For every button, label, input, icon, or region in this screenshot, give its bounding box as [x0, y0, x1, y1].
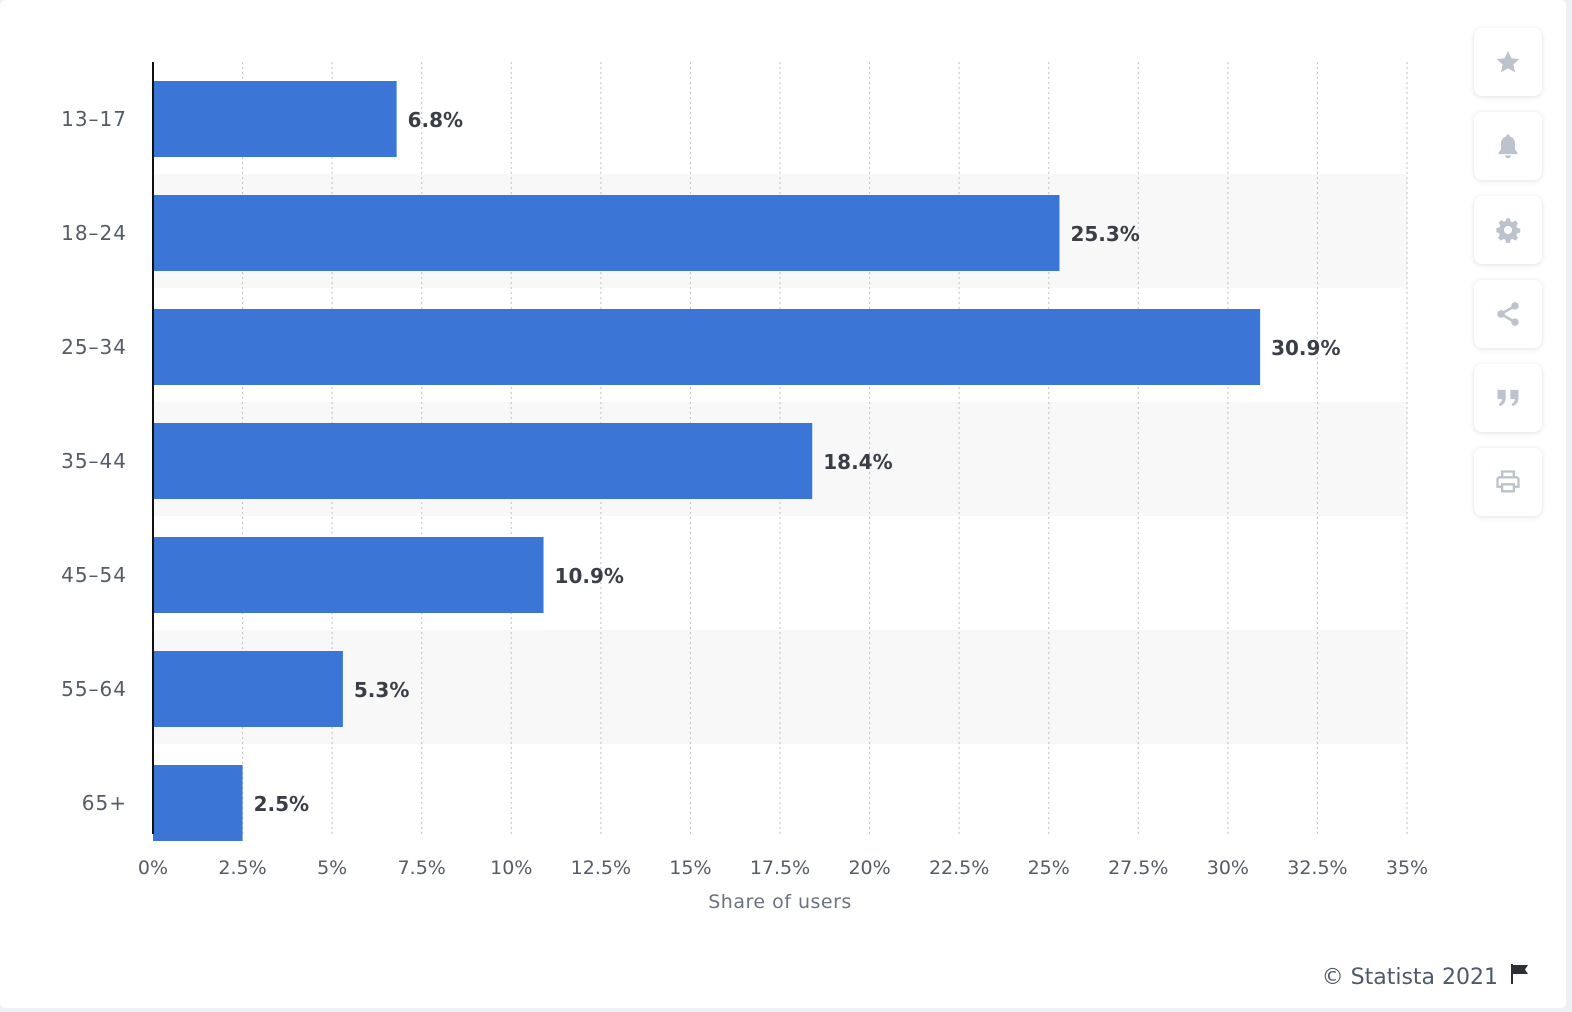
- share-icon: [1494, 300, 1522, 328]
- x-tick-label: 25%: [1028, 857, 1070, 879]
- x-tick-label: 15%: [669, 857, 711, 879]
- category-label: 65+: [82, 791, 127, 815]
- bar[interactable]: [153, 765, 243, 841]
- category-label: 45–54: [61, 563, 127, 587]
- star-icon: [1494, 48, 1522, 76]
- bell-icon: [1494, 132, 1522, 160]
- bar[interactable]: [153, 537, 544, 613]
- x-tick-label: 32.5%: [1287, 857, 1347, 879]
- value-label: 6.8%: [408, 108, 463, 132]
- category-label: 35–44: [61, 449, 127, 473]
- value-label: 18.4%: [823, 450, 892, 474]
- x-tick-label: 27.5%: [1108, 857, 1168, 879]
- cite-button[interactable]: [1474, 364, 1542, 432]
- x-axis-title: Share of users: [708, 891, 852, 913]
- x-tick-label: 22.5%: [929, 857, 989, 879]
- share-button[interactable]: [1474, 280, 1542, 348]
- x-tick-label: 30%: [1207, 857, 1249, 879]
- x-tick-labels: 0% 2.5% 5% 7.5% 10% 12.5% 15% 17.5% 20% 22.5% 25% 2…: [138, 857, 1428, 879]
- value-label: 30.9%: [1271, 336, 1340, 360]
- bar[interactable]: [153, 423, 813, 499]
- category-label: 18–24: [61, 221, 127, 245]
- category-label: 13–17: [61, 107, 127, 131]
- value-label: 2.5%: [254, 792, 309, 816]
- quote-icon: [1494, 384, 1522, 412]
- gear-icon: [1494, 216, 1522, 244]
- x-tick-label: 12.5%: [571, 857, 631, 879]
- value-label: 10.9%: [555, 564, 624, 588]
- value-label: 25.3%: [1070, 222, 1139, 246]
- x-tick-label: 17.5%: [750, 857, 810, 879]
- bar-chart: 6.8% 25.3% 30.9% 18.4% 10.9% 5.3% 2.5% 13–17 18…: [61, 62, 1428, 913]
- credits[interactable]: © Statista 2021: [1322, 962, 1532, 992]
- favorite-button[interactable]: [1474, 28, 1542, 96]
- x-tick-label: 0%: [138, 857, 168, 879]
- x-tick-label: 35%: [1386, 857, 1428, 879]
- credits-text[interactable]: © Statista 2021: [1321, 964, 1498, 990]
- value-labels: 6.8% 25.3% 30.9% 18.4% 10.9% 5.3% 2.5%: [254, 108, 1341, 816]
- print-button[interactable]: [1474, 448, 1542, 516]
- category-label: 55–64: [61, 677, 127, 701]
- print-icon: [1494, 468, 1522, 496]
- bar[interactable]: [153, 195, 1060, 271]
- x-tick-label: 5%: [317, 857, 347, 879]
- value-label: 5.3%: [354, 678, 409, 702]
- x-tick-label: 7.5%: [398, 857, 446, 879]
- category-label: 25–34: [61, 335, 127, 359]
- settings-button[interactable]: [1474, 196, 1542, 264]
- x-tick-label: 2.5%: [218, 857, 266, 879]
- bars: [153, 81, 1261, 841]
- chart-toolbar: [1474, 28, 1542, 532]
- notification-button[interactable]: [1474, 112, 1542, 180]
- category-labels: 13–17 18–24 25–34 35–44 45–54 55–64 65+: [61, 107, 127, 815]
- bar[interactable]: [153, 309, 1261, 385]
- x-tick-label: 10%: [490, 857, 532, 879]
- flag-icon[interactable]: [1508, 962, 1532, 992]
- x-tick-label: 20%: [848, 857, 890, 879]
- bar[interactable]: [153, 651, 343, 727]
- bar[interactable]: [153, 81, 397, 157]
